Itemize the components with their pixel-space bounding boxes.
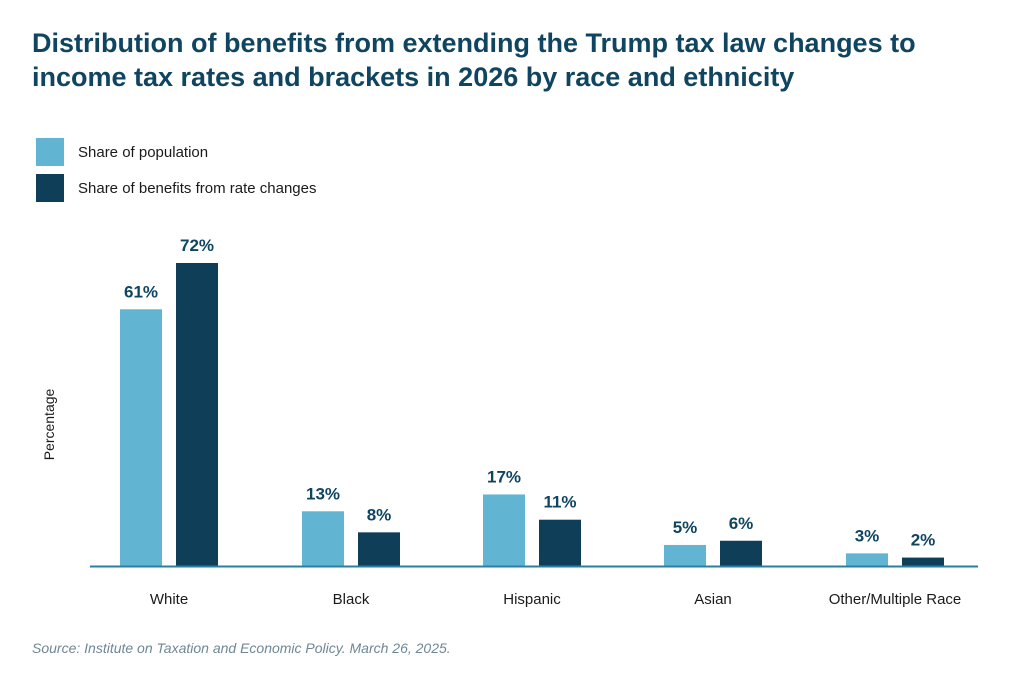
bar-benefits-asian [720, 540, 762, 566]
data-label-population-asian: 5% [673, 518, 698, 537]
chart-title-line-1: Distribution of benefits from extending … [32, 28, 916, 58]
data-label-benefits-hispanic: 11% [543, 493, 576, 512]
chart-title-line-2: income tax rates and brackets in 2026 by… [32, 62, 795, 92]
data-label-population-black: 13% [306, 484, 340, 503]
data-label-population-other-multiple-race: 3% [855, 526, 880, 545]
bar-population-black [302, 511, 344, 566]
bar-benefits-hispanic [539, 519, 581, 566]
bar-population-white [120, 309, 162, 566]
legend-label-benefits: Share of benefits from rate changes [78, 179, 317, 197]
y-axis-title: Percentage [41, 388, 57, 460]
bar-population-hispanic [483, 494, 525, 566]
x-tick-label-asian: Asian [694, 591, 732, 608]
source-note: Source: Institute on Taxation and Econom… [32, 640, 451, 656]
bar-benefits-white [176, 263, 218, 566]
legend-swatch-benefits [36, 174, 64, 202]
data-label-population-white: 61% [124, 282, 158, 301]
data-label-benefits-black: 8% [367, 505, 392, 524]
x-tick-label-white: White [150, 591, 188, 608]
x-tick-label-hispanic: Hispanic [503, 591, 561, 608]
data-label-population-hispanic: 17% [487, 467, 521, 486]
bar-benefits-other-multiple-race [902, 557, 944, 566]
bar-population-asian [664, 544, 706, 566]
data-label-benefits-other-multiple-race: 2% [911, 531, 936, 550]
legend-item-population: Share of population [36, 138, 316, 166]
x-tick-label-black: Black [333, 591, 370, 608]
chart-legend: Share of population Share of benefits fr… [36, 138, 316, 210]
legend-label-population: Share of population [78, 143, 209, 161]
data-label-benefits-asian: 6% [729, 514, 754, 533]
bar-population-other-multiple-race [846, 553, 888, 566]
data-label-benefits-white: 72% [180, 236, 214, 255]
legend-swatch-population [36, 138, 64, 166]
legend-item-benefits: Share of benefits from rate changes [36, 174, 316, 202]
x-tick-label-other-multiple-race: Other/Multiple Race [829, 591, 962, 608]
chart-title: Distribution of benefits from extending … [32, 26, 992, 94]
bar-benefits-black [358, 532, 400, 566]
